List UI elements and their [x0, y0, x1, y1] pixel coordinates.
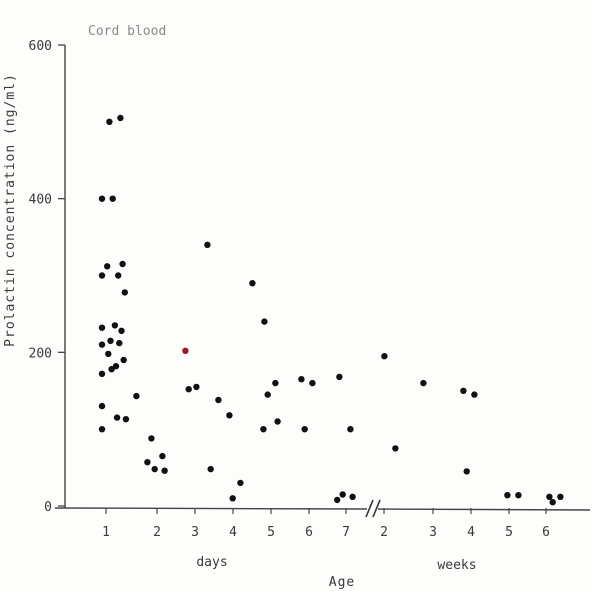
- data-point: [185, 386, 192, 393]
- data-point: [460, 387, 467, 394]
- x-axis-line-days: [54, 507, 368, 510]
- data-point: [113, 414, 121, 421]
- data-point: [349, 493, 356, 500]
- data-point: [334, 496, 341, 504]
- data-point: [463, 468, 470, 475]
- x-tick-label: 5: [505, 525, 513, 540]
- x-tick-label: 2: [153, 525, 161, 540]
- data-point: [115, 272, 122, 279]
- data-point: [159, 452, 166, 460]
- y-tick-label: 400: [29, 193, 52, 208]
- data-point: [226, 412, 233, 419]
- data-point: [122, 416, 130, 423]
- x-unit-label-days: days: [196, 555, 227, 570]
- data-point: [264, 391, 271, 398]
- x-tick-label: 6: [542, 525, 550, 540]
- data-point: [182, 347, 189, 354]
- x-tick-label: 3: [429, 525, 437, 540]
- data-point: [98, 370, 106, 377]
- y-tick-label: 600: [29, 39, 52, 54]
- y-tick-label: 0: [44, 500, 52, 515]
- data-point: [98, 426, 106, 433]
- data-point: [120, 356, 127, 364]
- data-point: [504, 492, 511, 499]
- x-tick-label: 5: [267, 525, 275, 540]
- data-point: [98, 341, 106, 348]
- data-point: [381, 353, 388, 360]
- data-point: [108, 366, 115, 373]
- data-point: [204, 241, 211, 248]
- y-ticks: 0 200 400 600: [29, 39, 65, 515]
- data-point: [161, 467, 168, 474]
- data-point: [207, 465, 214, 473]
- y-axis-title: Prolactin concentration (ng/ml): [3, 73, 18, 347]
- data-point: [309, 379, 316, 387]
- data-point: [336, 373, 343, 381]
- data-point: [133, 392, 140, 400]
- data-point: [109, 195, 116, 202]
- x-unit-label-weeks: weeks: [437, 558, 476, 573]
- data-point: [148, 435, 155, 442]
- data-point: [557, 493, 564, 500]
- data-point: [105, 350, 112, 358]
- data-point: [151, 465, 158, 473]
- data-point: [118, 327, 125, 334]
- data-point: [274, 418, 281, 425]
- data-point: [193, 383, 200, 391]
- data-point: [104, 263, 111, 270]
- data-point: [229, 495, 236, 502]
- data-point: [107, 337, 114, 344]
- data-point: [121, 289, 128, 296]
- x-tick-label: 4: [229, 525, 237, 540]
- x-ticks: 1 2 3 4 5 6 7 2 3 4 5 6: [102, 508, 550, 540]
- data-point: [144, 459, 151, 466]
- x-tick-label: 4: [467, 525, 475, 540]
- data-point: [98, 324, 106, 331]
- x-tick-label: 2: [380, 525, 388, 540]
- data-point: [471, 391, 478, 398]
- data-point: [339, 491, 346, 498]
- data-point: [106, 118, 113, 126]
- data-point: [392, 445, 399, 452]
- data-point: [515, 492, 522, 499]
- data-point: [420, 379, 427, 387]
- data-point: [301, 426, 308, 433]
- data-point: [117, 114, 124, 122]
- data-point: [119, 260, 126, 268]
- data-point: [98, 272, 106, 279]
- x-axis-title: Age: [329, 575, 355, 590]
- data-point: [215, 396, 222, 404]
- data-point: [549, 499, 556, 506]
- data-point: [98, 195, 106, 202]
- x-tick-label: 1: [102, 525, 110, 540]
- x-tick-label: 3: [191, 525, 199, 540]
- data-point: [116, 339, 123, 347]
- data-point: [261, 318, 268, 325]
- annotation-cord-blood: Cord blood: [88, 24, 166, 39]
- data-point: [249, 280, 256, 287]
- data-point: [272, 379, 279, 387]
- x-tick-label: 6: [305, 525, 313, 540]
- axes: [54, 45, 591, 518]
- data-points: [98, 114, 564, 506]
- data-point: [546, 493, 553, 500]
- axis-break-marker: [365, 499, 381, 518]
- data-point: [298, 376, 305, 383]
- data-point: [111, 322, 119, 329]
- x-tick-label: 7: [342, 525, 350, 540]
- data-point: [260, 426, 267, 433]
- y-tick-label: 200: [29, 346, 52, 361]
- data-point: [237, 479, 244, 487]
- data-point: [347, 426, 354, 433]
- data-point: [98, 402, 106, 410]
- x-axis-line-weeks: [377, 508, 591, 511]
